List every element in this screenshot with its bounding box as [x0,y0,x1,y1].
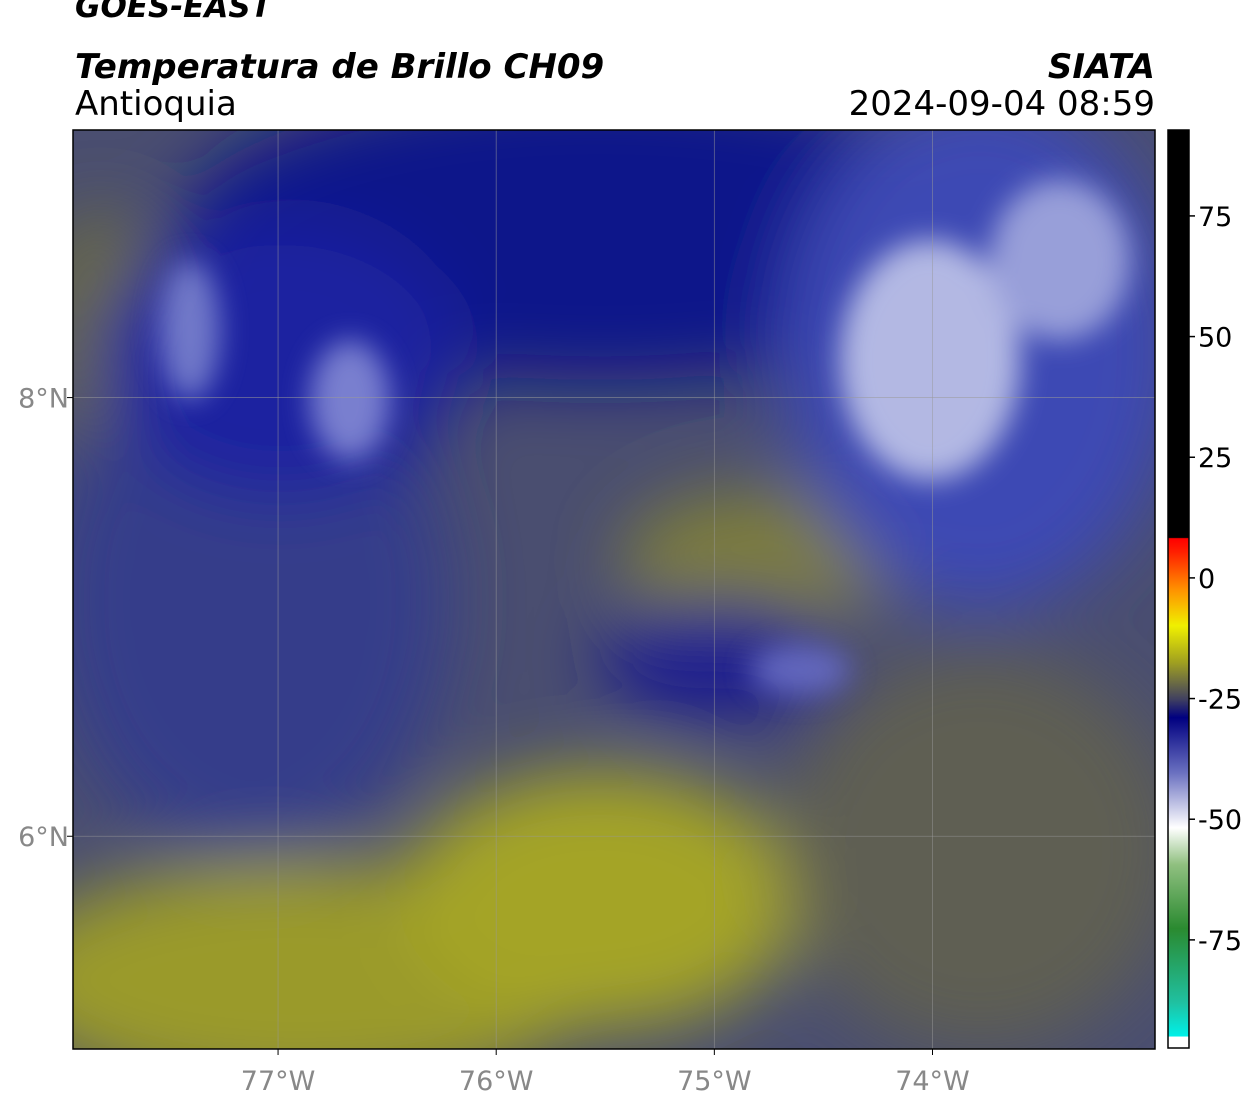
x-tick-label: 75°W [677,1066,752,1097]
colorbar-tick-label: 75 [1198,202,1232,233]
y-tick-label: 8°N [18,384,69,415]
x-tick-label: 74°W [895,1066,970,1097]
colorbar [1167,129,1190,1049]
colorbar-tick-label: 25 [1198,443,1232,474]
graticule [67,130,1155,1055]
colorbar-tick-label: -50 [1198,805,1242,836]
colorbar-tick-label: 50 [1198,323,1232,354]
colorbar-tick-label: -75 [1198,926,1242,957]
satellite-image [73,130,1155,1049]
colorbar-tick-label: 0 [1198,564,1215,595]
subtitle: Temperatura de Brillo CH09 [75,47,604,87]
source: SIATA [1048,47,1155,87]
x-tick-label: 77°W [241,1066,316,1097]
map-frame [72,129,1156,1050]
colorbar-tick-label: -25 [1198,685,1242,716]
title: GOES-EAST [75,0,275,25]
y-tick-label: 6°N [18,822,69,853]
region: Antioquia [75,84,237,124]
colorbar-ticks: 75 50 25 0 -25 -50 -75 [1189,202,1242,957]
timestamp: 2024-09-04 08:59 [849,84,1155,124]
x-tick-label: 76°W [459,1066,534,1097]
